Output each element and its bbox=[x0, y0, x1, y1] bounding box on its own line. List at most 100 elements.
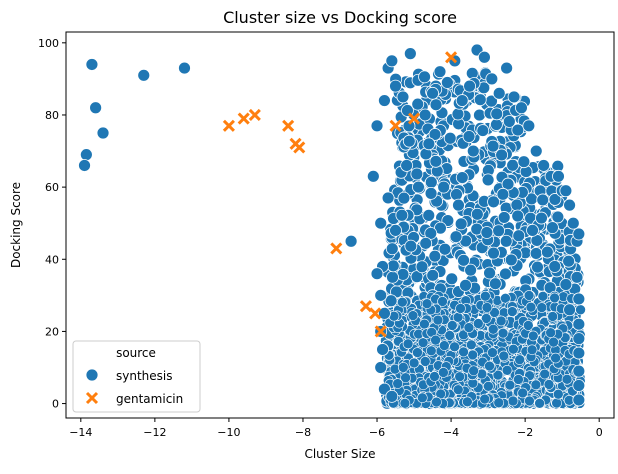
synthesis-point bbox=[417, 337, 429, 349]
synthesis-point bbox=[572, 364, 586, 378]
y-tick-label: 0 bbox=[52, 398, 59, 411]
synthesis-point bbox=[512, 229, 526, 243]
synthesis-point bbox=[536, 193, 550, 207]
synthesis-point bbox=[486, 139, 500, 153]
synthesis-point bbox=[446, 320, 458, 331]
x-axis-label: Cluster Size bbox=[304, 447, 375, 461]
synthesis-point bbox=[504, 379, 516, 391]
synthesis-point bbox=[412, 180, 425, 194]
synthesis-point bbox=[400, 372, 411, 384]
synthesis-point bbox=[545, 327, 556, 338]
synthesis-point bbox=[344, 234, 358, 248]
synthesis-point bbox=[449, 230, 463, 244]
synthesis-point bbox=[504, 253, 518, 267]
synthesis-point bbox=[501, 364, 513, 376]
synthesis-point bbox=[376, 343, 389, 356]
synthesis-point bbox=[455, 94, 469, 107]
synthesis-point bbox=[523, 320, 534, 331]
synthesis-point bbox=[451, 107, 465, 121]
synthesis-point bbox=[452, 198, 465, 212]
synthesis-point bbox=[408, 357, 420, 369]
synthesis-point bbox=[515, 101, 528, 115]
synthesis-point bbox=[467, 349, 478, 361]
synthesis-point bbox=[468, 365, 479, 377]
synthesis-point bbox=[462, 130, 476, 143]
synthesis-point bbox=[487, 246, 500, 260]
synthesis-point bbox=[539, 368, 551, 380]
synthesis-point bbox=[457, 253, 470, 267]
synthesis-point bbox=[480, 226, 494, 239]
synthesis-point bbox=[559, 278, 573, 291]
synthesis-point bbox=[547, 311, 558, 322]
synthesis-point bbox=[514, 354, 525, 365]
x-tick-label: −8 bbox=[295, 426, 311, 439]
synthesis-point bbox=[412, 347, 423, 358]
synthesis-point bbox=[444, 330, 456, 341]
synthesis-point bbox=[466, 339, 477, 351]
synthesis-point bbox=[507, 395, 519, 407]
synthesis-point bbox=[489, 307, 500, 318]
synthesis-point bbox=[490, 118, 503, 131]
synthesis-point bbox=[137, 68, 151, 82]
gentamicin-point bbox=[369, 307, 382, 320]
synthesis-point bbox=[495, 315, 507, 327]
synthesis-point bbox=[428, 128, 442, 141]
synthesis-point bbox=[370, 267, 384, 281]
synthesis-point bbox=[550, 352, 561, 364]
synthesis-point bbox=[523, 290, 535, 301]
synthesis-point bbox=[437, 296, 448, 307]
synthesis-point bbox=[429, 98, 443, 112]
synthesis-point bbox=[543, 379, 555, 390]
synthesis-point bbox=[418, 108, 432, 122]
synthesis-point bbox=[563, 198, 576, 212]
synthesis-point bbox=[529, 144, 543, 158]
synthesis-point bbox=[79, 148, 93, 162]
synthesis-point bbox=[378, 306, 391, 320]
synthesis-point bbox=[418, 70, 431, 84]
gentamicin-point bbox=[330, 242, 343, 255]
synthesis-point bbox=[495, 148, 509, 162]
synthesis-point bbox=[428, 249, 442, 263]
synthesis-point bbox=[496, 187, 510, 201]
synthesis-point bbox=[403, 47, 417, 61]
synthesis-point bbox=[483, 266, 496, 280]
synthesis-point bbox=[492, 86, 506, 100]
synthesis-point bbox=[426, 268, 440, 282]
x-tick-label: 0 bbox=[596, 426, 603, 439]
synthesis-point bbox=[502, 115, 516, 128]
synthesis-point bbox=[527, 330, 539, 342]
axes: −14 −12 −10 −8 −6 −4 −2 0 0 20 40 60 80 100 bbox=[38, 37, 603, 439]
synthesis-point bbox=[452, 312, 464, 323]
gentamicin-point bbox=[282, 119, 295, 132]
legend-title: source bbox=[116, 346, 156, 360]
x-tick-label: −10 bbox=[217, 426, 240, 439]
synthesis-point bbox=[425, 345, 437, 357]
synthesis-point bbox=[389, 224, 402, 237]
synthesis-point bbox=[522, 119, 536, 133]
synthesis-point bbox=[525, 301, 537, 313]
synthesis-point bbox=[546, 221, 559, 235]
synthesis-point bbox=[415, 260, 429, 274]
x-tick-label: −12 bbox=[143, 426, 166, 439]
synthesis-point bbox=[381, 191, 395, 205]
synthesis-point bbox=[484, 360, 495, 372]
synthesis-point bbox=[374, 216, 388, 230]
y-tick-label: 80 bbox=[45, 109, 59, 122]
synthesis-point bbox=[404, 239, 418, 253]
synthesis-point bbox=[384, 294, 398, 308]
synthesis-point bbox=[511, 123, 525, 137]
synthesis-point bbox=[385, 242, 399, 256]
synthesis-point bbox=[470, 207, 484, 221]
y-tick-label: 40 bbox=[45, 253, 59, 266]
synthesis-point bbox=[487, 347, 498, 358]
gentamicin-point bbox=[237, 112, 250, 125]
synthesis-point bbox=[89, 101, 103, 115]
synthesis-point bbox=[473, 93, 487, 107]
synthesis-point bbox=[540, 245, 554, 259]
synthesis-point bbox=[507, 90, 521, 104]
synthesis-point bbox=[548, 193, 562, 206]
synthesis-point bbox=[552, 388, 564, 400]
synthesis-point bbox=[419, 356, 431, 367]
synthesis-point bbox=[536, 302, 548, 313]
